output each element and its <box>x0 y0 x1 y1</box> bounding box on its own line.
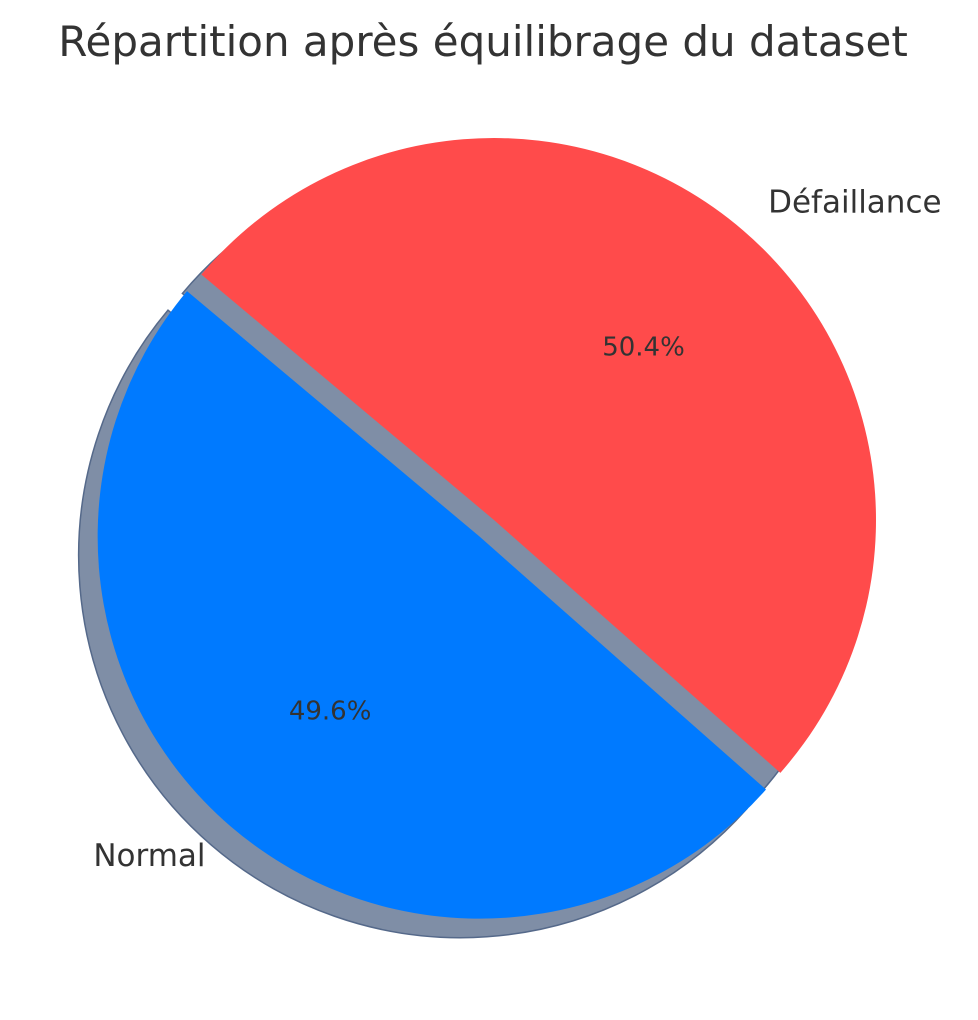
pct-label-defaillance: 50.4% <box>602 332 685 362</box>
pct-label-normal: 49.6% <box>289 696 372 726</box>
label-layer: 49.6% Normal 50.4% Défaillance <box>93 185 941 875</box>
category-label-normal: Normal <box>93 838 205 874</box>
category-label-defaillance: Défaillance <box>768 185 941 221</box>
chart-title: Répartition après équilibrage du dataset <box>58 17 908 66</box>
slice-layer <box>97 138 876 919</box>
pie-slice-defaillance <box>201 138 876 773</box>
pie-slice-normal <box>97 291 767 919</box>
